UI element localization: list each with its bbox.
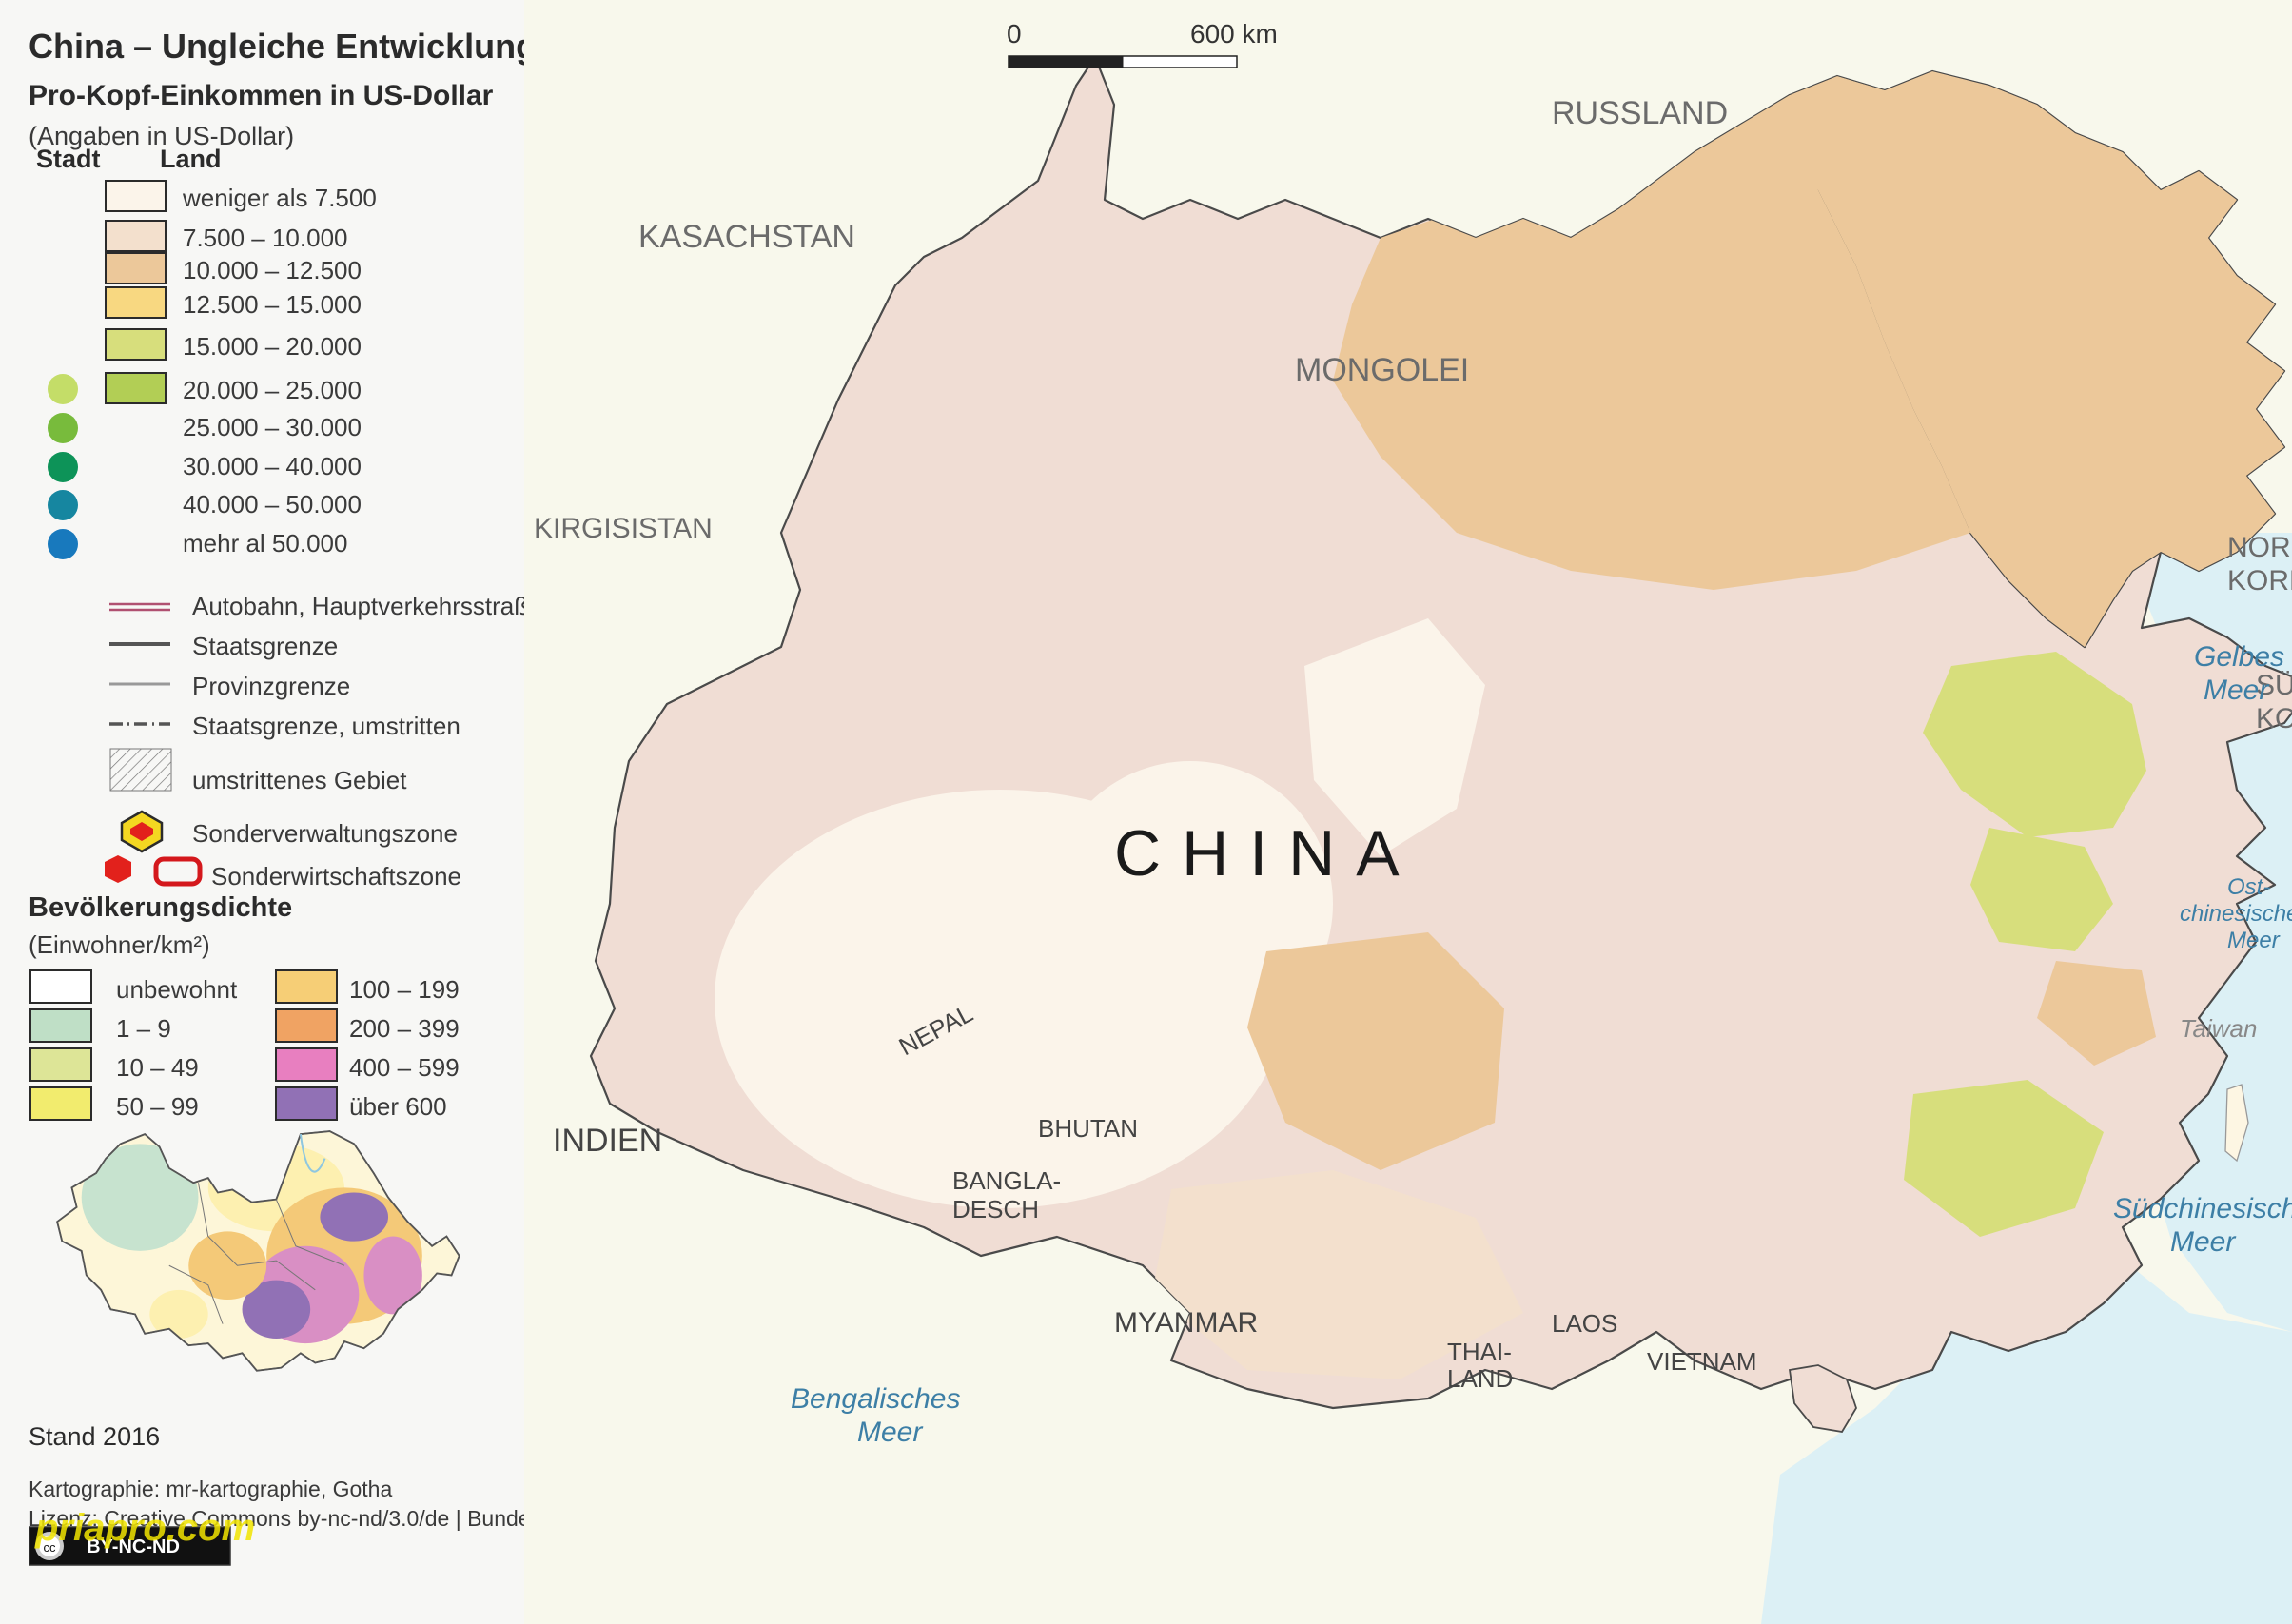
svg-text:Südchinesisches: Südchinesisches — [2113, 1193, 2292, 1224]
svg-text:0: 0 — [1007, 19, 1022, 49]
svg-text:Meer: Meer — [857, 1417, 923, 1448]
svg-text:RUSSLAND: RUSSLAND — [1552, 95, 1728, 131]
svg-text:CHINA: CHINA — [1114, 817, 1420, 890]
svg-text:Taiwan: Taiwan — [2180, 1014, 2257, 1043]
svg-text:Meer: Meer — [2204, 675, 2269, 706]
svg-text:Ost-: Ost- — [2227, 874, 2270, 900]
svg-text:KOREA: KOREA — [2227, 565, 2292, 597]
svg-text:NORD-: NORD- — [2227, 532, 2292, 563]
svg-text:THAI-: THAI- — [1447, 1338, 1512, 1366]
svg-text:KASACHSTAN: KASACHSTAN — [638, 219, 855, 255]
svg-text:Meer: Meer — [2227, 928, 2281, 953]
svg-text:BHUTAN: BHUTAN — [1038, 1114, 1138, 1143]
svg-text:DESCH: DESCH — [952, 1195, 1039, 1223]
svg-text:Meer: Meer — [2170, 1226, 2236, 1258]
svg-text:MYANMAR: MYANMAR — [1114, 1307, 1258, 1339]
svg-text:KOREA: KOREA — [2256, 703, 2292, 734]
svg-text:600 km: 600 km — [1190, 19, 1278, 49]
svg-text:LAND: LAND — [1447, 1364, 1513, 1393]
svg-text:BANGLA-: BANGLA- — [952, 1166, 1061, 1195]
svg-text:Bengalisches: Bengalisches — [791, 1383, 960, 1415]
svg-text:chinesisches: chinesisches — [2180, 901, 2292, 927]
svg-text:MONGOLEI: MONGOLEI — [1295, 352, 1469, 388]
svg-text:VIETNAM: VIETNAM — [1647, 1347, 1757, 1376]
svg-text:LAOS: LAOS — [1552, 1309, 1617, 1338]
svg-text:INDIEN: INDIEN — [553, 1123, 662, 1159]
svg-text:KIRGISISTAN: KIRGISISTAN — [534, 513, 713, 544]
svg-text:Gelbes: Gelbes — [2194, 641, 2284, 673]
